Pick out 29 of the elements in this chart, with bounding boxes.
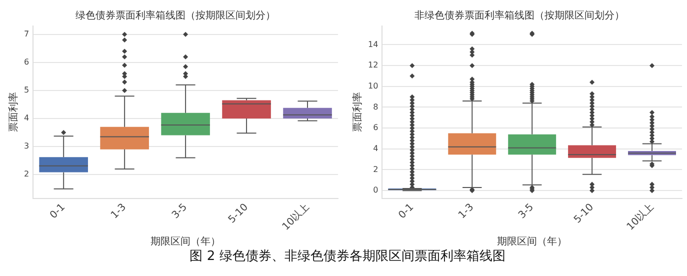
y-tick-label: 4: [24, 114, 30, 123]
y-tick-label: 5: [24, 86, 30, 95]
x-tick-label: 1-3: [109, 202, 129, 222]
x-tick-label: 10以上: [280, 201, 312, 233]
x-tick-label: 10以上: [624, 201, 656, 233]
y-tick-label: 4: [373, 144, 378, 153]
y-tick-label: 3: [24, 142, 30, 151]
y-tick-label: 0: [373, 186, 378, 195]
x-tick-label: 0-1: [48, 202, 68, 222]
y-tick-label: 6: [24, 58, 30, 67]
caption: 图 2 绿色债券、非绿色债券各期限区间票面利率箱线图: [188, 248, 506, 266]
y-tick-label: 14: [368, 40, 378, 49]
y-tick-label: 6: [373, 123, 378, 132]
y-tick-label: 2: [24, 170, 30, 179]
x-tick-label: 3-5: [516, 202, 536, 222]
y-tick-label: 12: [368, 60, 378, 70]
x-tick-label: 3-5: [170, 202, 190, 222]
x-tick-label: 1-3: [456, 202, 476, 222]
x-axis-title: 期限区间（年）: [497, 236, 568, 248]
x-tick-label: 0-1: [396, 202, 416, 222]
y-axis-title: 票面利率: [8, 92, 20, 132]
y-tick-label: 10: [368, 81, 378, 90]
y-axis-title: 票面利率: [352, 92, 364, 132]
chart-title: 非绿色债券票面利率箱线图（按期限区间划分）: [414, 10, 624, 22]
y-tick-label: 7: [24, 29, 30, 38]
x-axis-title: 期限区间（年）: [150, 236, 221, 248]
chart-title: 绿色债券票面利率箱线图（按期限区间划分）: [76, 10, 276, 22]
y-tick-label: 2: [373, 164, 378, 174]
y-tick-label: 8: [373, 102, 378, 112]
